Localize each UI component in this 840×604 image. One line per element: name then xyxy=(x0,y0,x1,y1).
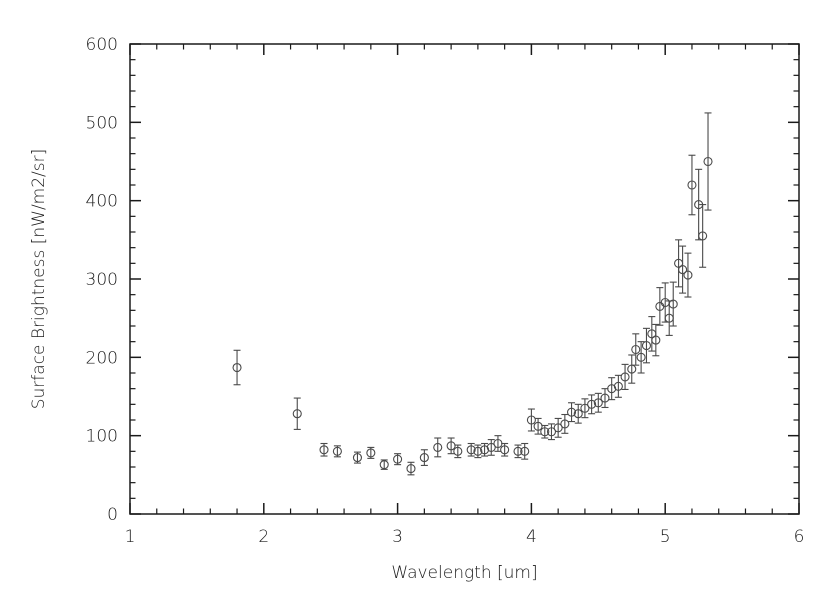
data-point xyxy=(319,445,329,455)
data-point xyxy=(678,265,688,275)
data-point xyxy=(332,446,342,456)
data-point xyxy=(540,427,550,437)
data-point xyxy=(703,156,713,167)
data-point xyxy=(393,454,403,464)
y-tick-label: 400 xyxy=(86,192,118,212)
data-point xyxy=(419,453,429,463)
data-point xyxy=(473,446,483,456)
data-point xyxy=(636,352,646,362)
data-point xyxy=(480,445,490,455)
x-tick-label: 2 xyxy=(258,527,269,547)
data-point xyxy=(560,419,570,429)
x-axis-label: Wavelength [um] xyxy=(391,563,537,583)
data-point xyxy=(379,460,389,470)
data-point xyxy=(627,364,637,374)
y-tick-label: 600 xyxy=(86,35,118,55)
y-axis-label: Surface Brightness [nW/m2/sr] xyxy=(29,149,49,410)
x-tick-label: 5 xyxy=(660,527,671,547)
data-point xyxy=(553,423,563,433)
x-tick-label: 3 xyxy=(392,527,403,547)
data-point xyxy=(352,453,363,463)
y-tick-label: 300 xyxy=(86,270,118,290)
data-point xyxy=(292,409,302,419)
data-point xyxy=(513,446,523,456)
y-tick-label: 500 xyxy=(86,113,118,133)
data-point xyxy=(631,344,641,355)
data-point xyxy=(687,180,697,190)
data-point xyxy=(651,335,661,345)
data-point xyxy=(620,372,630,382)
plot-frame xyxy=(129,43,800,515)
data-point xyxy=(613,381,623,391)
data-point xyxy=(500,445,510,455)
x-tick-label: 1 xyxy=(125,527,136,547)
data-point xyxy=(573,409,583,419)
data-point xyxy=(433,442,443,452)
data-point xyxy=(698,231,708,241)
data-point xyxy=(366,448,376,458)
data-point xyxy=(526,415,536,425)
data-point xyxy=(486,442,496,452)
data-point xyxy=(607,384,617,394)
data-point xyxy=(668,299,678,309)
x-tick-label: 4 xyxy=(526,527,537,547)
data-point xyxy=(446,441,456,451)
data-point xyxy=(587,399,597,409)
data-point xyxy=(641,341,652,351)
data-point xyxy=(466,445,476,455)
data-point xyxy=(683,270,693,280)
data-point xyxy=(566,407,577,417)
y-tick-label: 200 xyxy=(86,348,118,368)
data-point xyxy=(593,398,603,408)
data-point xyxy=(232,362,242,373)
y-tick-label: 100 xyxy=(86,427,118,447)
data-point xyxy=(520,446,530,456)
data-point xyxy=(580,403,590,413)
y-tick-label: 0 xyxy=(107,505,118,525)
data-point xyxy=(533,421,543,431)
data-point xyxy=(546,427,557,437)
data-point xyxy=(406,464,416,474)
data-point xyxy=(453,446,463,456)
x-tick-label: 6 xyxy=(794,527,805,547)
data-point xyxy=(600,393,610,403)
